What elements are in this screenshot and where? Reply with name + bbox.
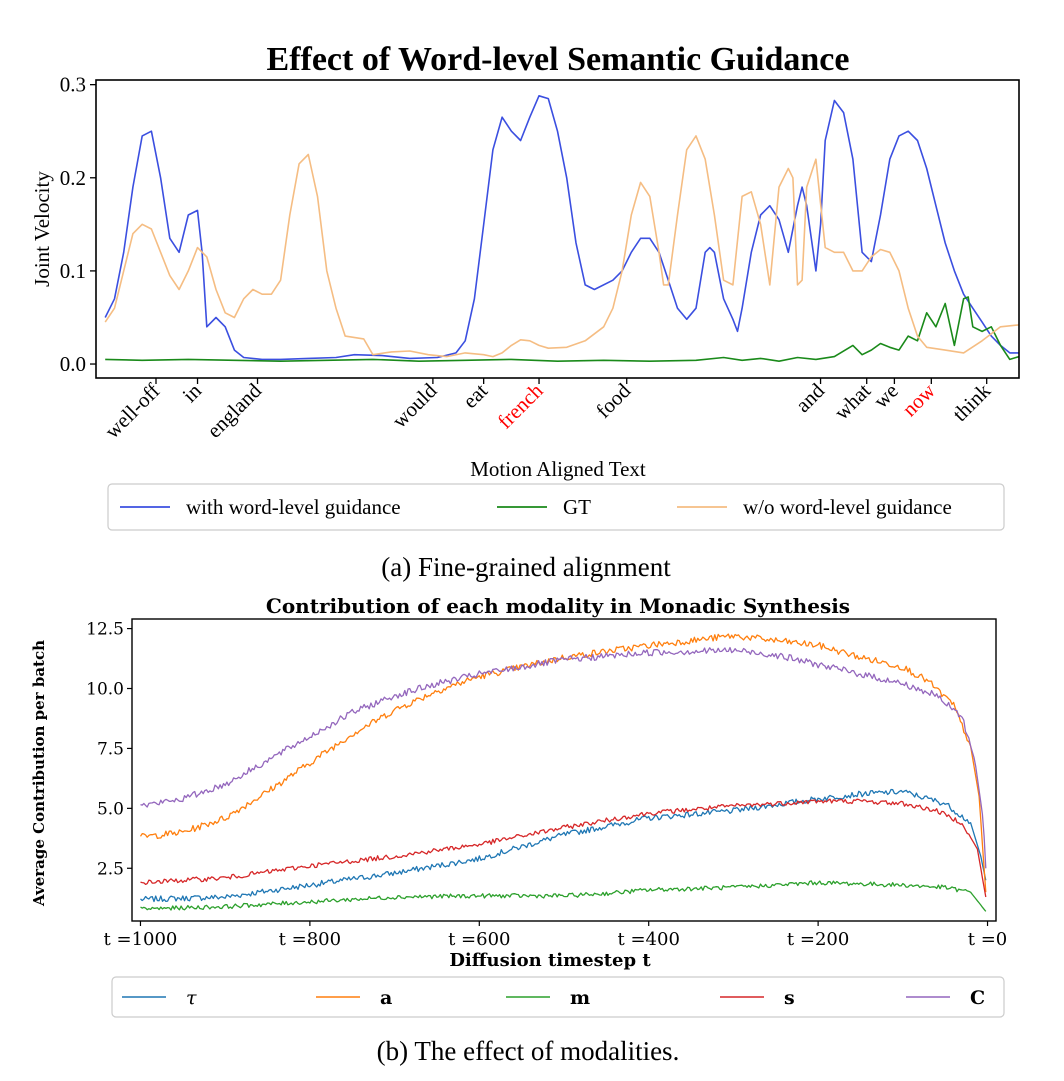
chart-b-ytick-label: 12.5: [86, 620, 124, 640]
chart-a-word-label-and: and: [791, 378, 830, 417]
chart-b-caption: (b) The effect of modalities.: [377, 1036, 680, 1066]
chart-a-word-label-would: would: [387, 378, 441, 432]
chart-a-plot-frame: [95, 79, 1020, 379]
chart-a-legend-box: [107, 483, 1005, 531]
chart-b-series-s: [140, 798, 987, 898]
chart-b-ticks: 2.5 5.0 7.5 10.0 12.5 t =1000 t =800 t =600 t =4…: [86, 620, 1007, 950]
chart-b-legend-label-a: a: [380, 987, 392, 1009]
chart-b-legend-label-tau: τ: [186, 987, 197, 1009]
chart-a: Effect of Word-level Semantic Guidance 0…: [30, 41, 1020, 582]
chart-b-xtick-label: t =1000: [104, 929, 178, 950]
chart-a-series-w-o-word-level-guidance: [104, 135, 1020, 358]
chart-a-word-label-think: think: [948, 378, 996, 426]
chart-a-title: Effect of Word-level Semantic Guidance: [267, 41, 850, 78]
chart-b-ytick-label: 10.0: [86, 680, 124, 700]
chart-a-legend: with word-level guidance GT w/o word-level…: [120, 495, 952, 519]
chart-b-ytick-label: 2.5: [97, 859, 124, 879]
chart-a-caption: (a) Fine-grained alignment: [381, 552, 671, 582]
chart-a-ytick-label: 0.0: [60, 352, 86, 376]
chart-a-word-label-well-off: well-off: [100, 379, 165, 444]
chart-b-ytick-label: 5.0: [97, 799, 124, 819]
chart-a-word-label-in: in: [178, 378, 207, 407]
chart-a-word-label-food: food: [591, 378, 636, 423]
chart-a-legend-label-w-o-word-level-guidance: w/o word-level guidance: [743, 495, 952, 519]
chart-b-legend-box: [111, 976, 1005, 1018]
chart-b-legend-label-m: m: [570, 987, 590, 1009]
chart-a-ytick-label: 0.3: [60, 73, 86, 97]
chart-a-series-with-word-level-guidance: [104, 95, 1019, 361]
chart-a-word-label-we: we: [869, 379, 903, 413]
chart-b-ytick-label: 7.5: [97, 739, 124, 759]
chart-b-xtick-label: t =200: [787, 929, 849, 950]
chart-a-legend-label-with-word-level-guidance: with word-level guidance: [186, 495, 401, 519]
chart-b-series-c: [140, 646, 987, 869]
chart-a-x-axis-label: Motion Aligned Text: [470, 457, 646, 481]
chart-a-y-axis-label: Joint Velocity: [30, 171, 54, 287]
chart-a-ytick-label: 0.2: [60, 166, 86, 190]
chart-b-y-axis-label: Average Contribution per batch: [30, 640, 48, 907]
chart-b: Contribution of each modality in Monadic…: [30, 594, 1007, 1066]
chart-a-series-gt: [105, 296, 1020, 362]
chart-b-series-tau: [140, 788, 987, 903]
chart-b-legend-label-s: s: [784, 987, 795, 1009]
chart-a-word-label-eat: eat: [458, 378, 492, 412]
chart-b-series-group: [139, 633, 987, 912]
chart-b-series-m: [140, 880, 987, 912]
chart-b-xtick-label: t =600: [448, 929, 510, 950]
chart-b-plot-frame: [131, 618, 997, 922]
chart-a-legend-label-gt: GT: [563, 495, 591, 519]
chart-b-x-axis-label: Diffusion timestep t: [449, 950, 651, 971]
chart-b-series-a: [139, 633, 987, 893]
chart-b-title: Contribution of each modality in Monadic…: [266, 594, 850, 618]
chart-b-xtick-label: t =800: [279, 929, 341, 950]
chart-a-ytick-label: 0.1: [60, 259, 86, 283]
chart-b-xtick-label: t =0: [968, 929, 1008, 950]
chart-b-legend-label-c: C: [970, 987, 985, 1009]
chart-a-word-label-england: england: [202, 378, 266, 442]
chart-a-series-group: [104, 95, 1020, 362]
chart-a-word-label-now: now: [897, 378, 940, 421]
chart-a-word-label-what: what: [829, 378, 875, 424]
chart-a-word-label-french: french: [493, 378, 548, 433]
chart-b-xtick-label: t =400: [618, 929, 680, 950]
